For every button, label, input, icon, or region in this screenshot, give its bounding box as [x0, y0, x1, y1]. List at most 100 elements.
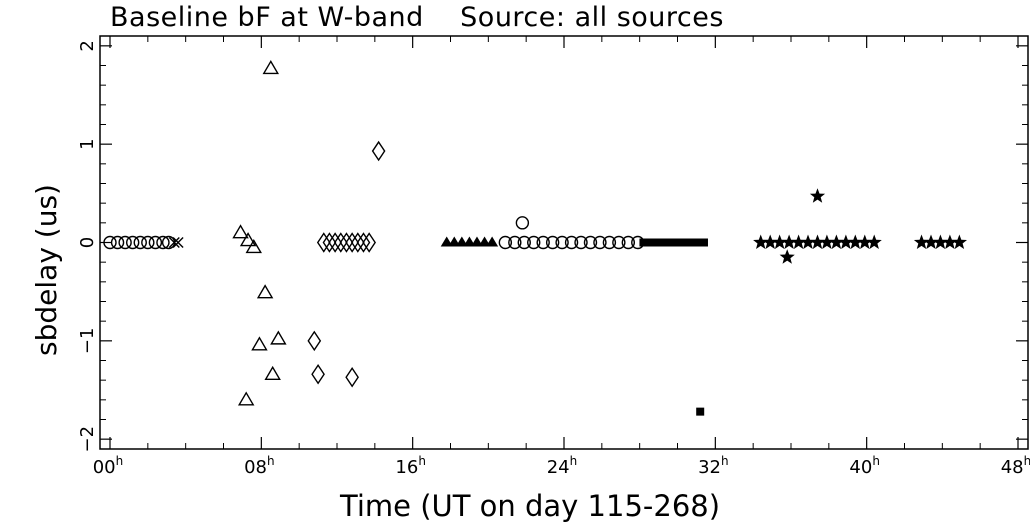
data-point-diamond — [328, 232, 342, 253]
data-point-star — [828, 234, 844, 249]
data-point-star — [847, 234, 863, 249]
data-point-circle — [498, 235, 513, 250]
data-point-circle — [156, 235, 170, 250]
data-point-triangle — [237, 391, 255, 406]
data-point-star — [809, 234, 826, 249]
data-point-diamond — [345, 366, 359, 388]
y-tick-label: 0 — [77, 237, 98, 248]
data-point-triangle — [270, 330, 287, 345]
axis-ticks: 00h 08h 16h 24h 32h 40h 48h −2 −1 0 1 2 — [77, 36, 1030, 478]
data-point-triangle — [262, 60, 280, 75]
plot-frame — [99, 35, 1029, 450]
data-point-diamond — [362, 232, 376, 253]
data-point-star — [913, 234, 930, 249]
data-point-circle — [527, 235, 541, 250]
data-point-filled-square — [662, 238, 671, 247]
x-tick-label: 48h — [1001, 454, 1030, 478]
data-point-star — [781, 234, 797, 249]
data-point-circle — [125, 235, 140, 250]
data-point-star — [819, 234, 835, 249]
data-point-star — [762, 234, 778, 249]
data-point-circle — [545, 235, 560, 250]
data-point-triangle — [232, 224, 249, 239]
data-point-filled-triangle — [463, 236, 476, 247]
data-point-star — [951, 234, 967, 249]
x-tick-label: 08h — [244, 454, 275, 478]
data-point-circle — [508, 235, 522, 250]
chart-title: Baseline bF at W-band Source: all source… — [110, 2, 724, 33]
data-point-filled-triangle — [478, 236, 491, 247]
data-point-filled-triangle — [470, 236, 483, 247]
data-point-diamond — [316, 232, 331, 253]
x-tick-label: 32h — [698, 454, 729, 478]
data-point-star — [866, 234, 882, 249]
data-point-triangle — [245, 239, 262, 254]
data-point-cross — [172, 237, 184, 248]
chart-title-baseline: Baseline bF at W-band — [110, 2, 424, 33]
data-point-filled-square — [699, 238, 708, 247]
x-tick-label: 40h — [849, 454, 880, 478]
data-point-circle — [574, 235, 588, 250]
data-point-star — [809, 188, 826, 203]
data-point-filled-triangle — [486, 236, 499, 247]
data-point-filled-square — [677, 238, 686, 247]
data-point-filled-triangle — [440, 236, 453, 247]
data-point-circle — [133, 235, 147, 250]
data-point-star — [753, 234, 769, 249]
y-axis-label: sbdelay (us) — [30, 184, 63, 356]
data-point-star — [779, 249, 795, 264]
x-tick-label: 24h — [547, 454, 578, 478]
data-point-filled-square — [692, 238, 701, 247]
data-point-circle — [612, 235, 626, 250]
data-point-diamond — [371, 140, 386, 162]
x-axis-label: Time (UT on day 115-268) — [340, 489, 721, 523]
data-point-filled-square — [696, 407, 705, 416]
data-point-filled-triangle — [455, 236, 468, 247]
y-tick-label: −2 — [77, 426, 98, 453]
data-point-circle — [118, 235, 132, 250]
y-tick-label: 1 — [77, 138, 98, 149]
data-point-filled-triangle — [448, 236, 461, 247]
data-marks — [103, 60, 967, 416]
data-point-circle — [141, 235, 155, 250]
data-point-star — [932, 234, 949, 249]
data-point-filled-square — [669, 238, 678, 247]
data-point-triangle — [239, 232, 257, 247]
data-point-circle — [515, 216, 530, 230]
chart-title-source: Source: all sources — [460, 2, 724, 33]
data-point-diamond — [311, 364, 325, 385]
data-point-triangle — [264, 365, 281, 380]
data-point-filled-square — [684, 238, 693, 247]
data-point-star — [942, 234, 958, 249]
data-point-triangle — [251, 336, 268, 351]
x-tick-label: 16h — [395, 454, 426, 478]
data-point-circle — [621, 235, 636, 250]
data-point-cross — [168, 237, 180, 248]
data-point-filled-square — [647, 238, 656, 247]
data-point-circle — [602, 235, 617, 250]
data-point-star — [838, 234, 854, 249]
data-point-diamond — [333, 232, 348, 253]
data-point-circle — [517, 235, 531, 250]
data-point-filled-square — [639, 238, 648, 247]
y-tick-label: 2 — [77, 40, 98, 51]
data-point-diamond — [339, 232, 354, 253]
data-point-star — [791, 234, 807, 249]
data-point-circle — [593, 235, 607, 250]
data-point-diamond — [356, 232, 371, 253]
data-point-filled-square — [654, 238, 663, 247]
data-point-circle — [148, 235, 163, 250]
data-point-circle — [564, 235, 579, 250]
data-point-diamond — [307, 330, 322, 352]
data-point-circle — [536, 235, 550, 250]
data-point-circle — [555, 235, 569, 250]
data-point-circle — [103, 235, 117, 250]
x-tick-label: 00h — [93, 454, 124, 478]
data-point-star — [857, 234, 873, 249]
data-point-circle — [583, 235, 598, 250]
data-point-star — [800, 234, 816, 249]
data-point-diamond — [350, 232, 365, 253]
data-point-triangle — [256, 284, 274, 299]
data-point-star — [923, 234, 939, 249]
